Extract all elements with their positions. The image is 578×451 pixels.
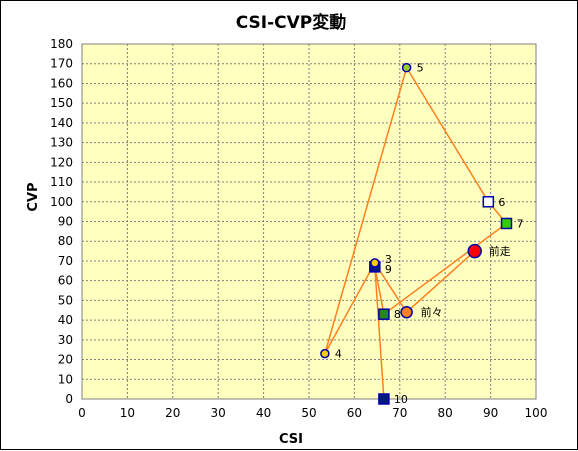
y-tick-label: 130 [50,136,73,150]
y-tick-label: 110 [50,175,73,189]
y-tick-label: 30 [58,333,73,347]
y-axis-title: CVP [26,182,41,211]
point-label: 前々 [421,305,443,319]
y-tick-label: 40 [58,313,73,327]
y-tick-label: 60 [58,274,73,288]
x-tick-label: 70 [392,406,407,420]
data-point [370,258,380,268]
x-axis-title: CSI [279,432,303,447]
data-point [401,62,412,73]
data-point [500,217,513,230]
x-tick-label: 50 [301,406,316,420]
x-tick-label: 90 [483,406,498,420]
x-tick-label: 30 [211,406,226,420]
y-tick-label: 20 [58,353,73,367]
data-point [467,243,482,259]
point-label: 前走 [489,244,511,258]
x-tick-label: 60 [347,406,362,420]
y-tick-label: 170 [50,57,73,71]
data-point [400,305,413,319]
y-tick-label: 0 [65,392,73,406]
tick-labels: 0 10 20 30 40 50 60 70 80 90 100 0 10 20 30 40 50 60 70 80 9… [50,37,547,420]
point-label: 8 [394,308,401,321]
y-tick-label: 70 [58,254,73,268]
x-tick-label: 10 [120,406,135,420]
grid [82,44,536,399]
y-tick-label: 80 [58,234,73,248]
x-tick-label: 80 [438,406,453,420]
y-tick-label: 90 [58,215,73,229]
y-tick-label: 180 [50,37,73,51]
y-tick-label: 140 [50,116,73,130]
point-label: 10 [394,393,408,406]
y-tick-label: 150 [50,96,73,110]
x-tick-label: 100 [525,406,548,420]
x-tick-label: 0 [78,406,86,420]
y-tick-label: 160 [50,76,73,90]
data-point [482,196,495,208]
series-line [324,65,508,400]
chart-title: CSI-CVP変動 [236,12,347,33]
data-points [320,62,513,405]
y-tick-label: 50 [58,293,73,307]
y-tick-label: 10 [58,372,73,386]
point-label: 6 [498,196,505,209]
data-point [378,393,390,405]
point-label: 3 [385,253,392,266]
point-label: 5 [417,62,424,75]
y-tick-label: 120 [50,155,73,169]
data-point [378,308,390,320]
x-tick-label: 40 [256,406,271,420]
point-label: 9 [385,263,392,276]
point-label: 4 [335,348,342,361]
point-label: 7 [516,217,523,230]
x-tick-label: 20 [165,406,180,420]
y-tick-label: 100 [50,195,73,209]
data-point [320,348,330,359]
